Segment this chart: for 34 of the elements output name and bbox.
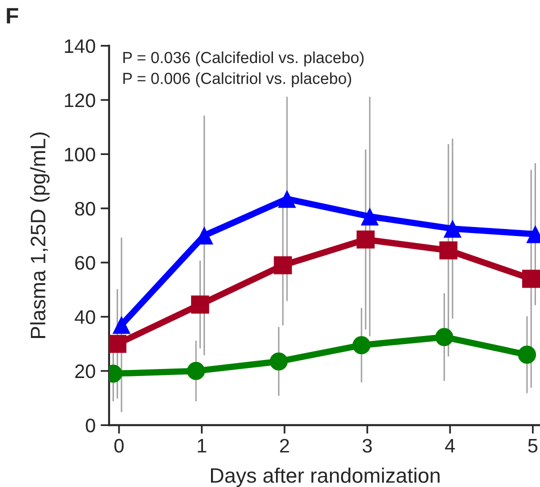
y-axis-title: Plasma 1,25D (pg/mL) (30, 132, 50, 338)
point (274, 256, 292, 274)
x-tick-label: 3 (362, 438, 372, 453)
y-tick-label: 20 (75, 364, 96, 378)
point (270, 352, 288, 370)
y-tick-label: 100 (64, 148, 96, 162)
y-tick-label: 40 (74, 310, 96, 324)
point (439, 241, 458, 260)
x-tick-label: 2 (280, 438, 289, 452)
y-tick-label: 0 (86, 418, 96, 432)
x-axis-title: Days after randomization (211, 468, 440, 487)
point (352, 336, 371, 354)
point (435, 328, 454, 346)
x-tick-label: 4 (445, 439, 455, 452)
point (518, 346, 536, 364)
annotation: P = 0.036 (Calcifediol vs. placebo) (123, 51, 364, 66)
point (360, 207, 379, 226)
point (278, 190, 296, 208)
x-tick-label: 0 (114, 438, 124, 453)
x-tick-label: 5 (528, 439, 538, 453)
text: F (6, 8, 18, 24)
y-tick-label: 60 (75, 256, 96, 270)
point (444, 220, 462, 238)
point (191, 296, 210, 314)
point (112, 316, 131, 334)
point (186, 362, 206, 380)
y-tick-label: 140 (64, 39, 96, 54)
point (522, 270, 540, 288)
point (356, 230, 375, 249)
y-tick-label: 120 (64, 93, 96, 108)
y-tick-label: 80 (75, 202, 96, 216)
x-tick-label: 1 (198, 439, 206, 452)
point (109, 334, 126, 353)
annotation: P = 0.006 (Calcitriol vs. placebo) (123, 72, 352, 88)
